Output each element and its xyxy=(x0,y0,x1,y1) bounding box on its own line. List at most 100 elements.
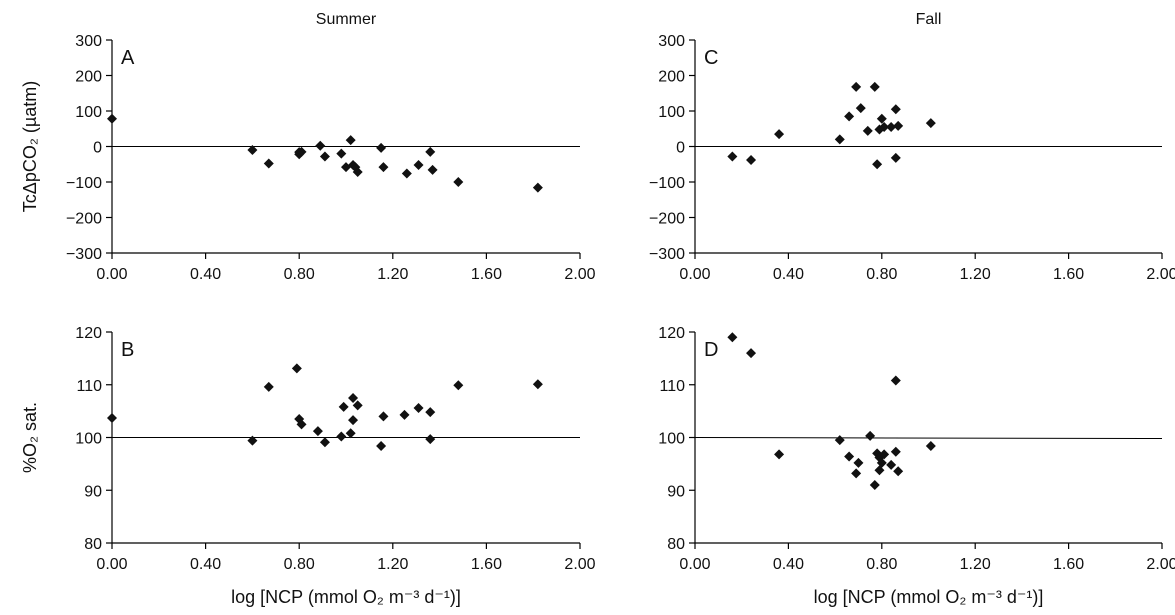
panel-a-data-point xyxy=(425,146,436,157)
panel-c-ytick-label: −100 xyxy=(649,175,685,192)
panel-a-data-point xyxy=(427,164,438,175)
panel-a-data-point xyxy=(352,167,363,178)
panel-b-data-point xyxy=(348,392,359,403)
panel-d-ytick-label: 90 xyxy=(667,483,685,500)
panel-d-data-point xyxy=(879,449,890,460)
panel-c-data-point xyxy=(879,121,890,132)
panel-b-ytick-label: 100 xyxy=(75,431,102,448)
panel-a-ytick-label: −200 xyxy=(66,211,102,228)
panel-c-ytick-label: −200 xyxy=(649,211,685,228)
panel-c-ytick-label: 300 xyxy=(658,33,685,50)
panel-a-xtick-label: 0.00 xyxy=(96,266,127,283)
panel-a-data-point xyxy=(378,162,389,173)
panel-a-data-point xyxy=(453,177,464,187)
panel-d-ytick-label: 120 xyxy=(658,325,685,342)
panel-c-data-point xyxy=(844,111,855,122)
panel-b-data-point xyxy=(338,401,349,412)
panel-d-reference-line xyxy=(694,437,1163,440)
panel-a-data-point xyxy=(296,146,307,157)
panel-a-xtick-label: 1.60 xyxy=(471,266,502,283)
panel-a-data-point xyxy=(336,148,347,159)
panel-c-ytick-label: −300 xyxy=(649,246,685,263)
panel-d-letter: D xyxy=(704,339,718,361)
panel-b-ytick-label: 120 xyxy=(75,325,102,342)
panel-a-data-point xyxy=(401,168,412,179)
panel-d-data-point xyxy=(844,451,855,462)
panel-d-xtick-label: 2.00 xyxy=(1146,556,1175,573)
panel-a-data-point xyxy=(247,145,258,156)
panel-d-ytick-label: 100 xyxy=(658,431,685,448)
panel-d-data-point xyxy=(925,440,936,451)
panel-b-ytick-label: 90 xyxy=(84,483,102,500)
panel-c-data-point xyxy=(890,104,901,115)
panel-a-xtick-label: 1.20 xyxy=(377,266,408,283)
panel-b-data-point xyxy=(107,412,117,423)
panel-b-data-point xyxy=(378,411,389,422)
panel-c-ytick-label: 0 xyxy=(676,140,685,157)
panel-c-data-point xyxy=(727,151,738,162)
panel-d-data-point xyxy=(834,435,845,446)
panel-c-data-point xyxy=(886,121,897,132)
panel-b-data-point xyxy=(291,363,302,374)
panel-b-data-point xyxy=(425,434,436,445)
panel-d-xtick-label: 0.40 xyxy=(773,556,804,573)
panel-b-xtick-label: 0.00 xyxy=(96,556,127,573)
panel-d-data-point xyxy=(851,468,862,479)
panel-b-data-point xyxy=(425,407,436,418)
panel-a-letter: A xyxy=(121,47,135,69)
panel-c-xtick-label: 2.00 xyxy=(1146,266,1175,283)
panel-c-data-point xyxy=(893,120,904,131)
panel-a-ylabel: TcΔpCO₂ (µatm) xyxy=(20,81,40,212)
panel-a-ytick-label: −100 xyxy=(66,175,102,192)
panel-d-data-point xyxy=(886,459,897,470)
panel-a-data-point xyxy=(315,140,326,151)
panel-b-data-point xyxy=(247,435,258,446)
panel-d-data-point xyxy=(893,466,904,477)
panel-b-xtick-label: 1.20 xyxy=(377,556,408,573)
panel-d-xtick-label: 1.60 xyxy=(1053,556,1084,573)
panel-d-data-point xyxy=(876,457,887,468)
panel-d-ytick-label: 80 xyxy=(667,536,685,553)
panel-d-data-point xyxy=(727,332,738,343)
panel-b-letter: B xyxy=(121,339,134,361)
panel-c-data-point xyxy=(874,124,885,135)
panel-a-ytick-label: −300 xyxy=(66,246,102,263)
panel-a-xtick-label: 2.00 xyxy=(564,266,595,283)
panel-d-data-point xyxy=(869,479,880,490)
panel-a-ytick-label: 200 xyxy=(75,69,102,86)
panel-d-data-point xyxy=(890,375,901,386)
panel-c-data-point xyxy=(872,159,883,170)
panel-b-data-point xyxy=(263,381,274,392)
panel-b-data-point xyxy=(296,419,307,430)
panel-b-data-point xyxy=(413,402,424,413)
panel-c-xtick-label: 0.00 xyxy=(679,266,710,283)
panel-c-xtick-label: 1.20 xyxy=(960,266,991,283)
panel-c-ytick-label: 100 xyxy=(658,104,685,121)
panel-b-data-point xyxy=(348,415,359,426)
panel-b-data-point xyxy=(399,409,410,420)
panel-b-data-point xyxy=(453,380,464,391)
panel-c-xtick-label: 0.80 xyxy=(866,266,897,283)
panel-c-data-point xyxy=(862,125,873,136)
panel-b-xtick-label: 0.80 xyxy=(284,556,315,573)
panel-c-xtick-label: 0.40 xyxy=(773,266,804,283)
panel-b-data-point xyxy=(345,428,356,439)
panel-c-data-point xyxy=(746,154,757,165)
panel-d-xtick-label: 1.20 xyxy=(960,556,991,573)
panel-c-data-point xyxy=(774,129,785,140)
panel-c-title: Fall xyxy=(916,11,942,28)
panel-a-data-point xyxy=(345,135,356,146)
panel-d-data-point xyxy=(853,457,864,468)
panel-b-xtick-label: 2.00 xyxy=(564,556,595,573)
panel-a-ytick-label: 100 xyxy=(75,104,102,121)
panel-b-data-point xyxy=(319,437,330,448)
panel-d-xtick-label: 0.00 xyxy=(679,556,710,573)
panel-d-data-point xyxy=(774,449,785,460)
panel-b-ylabel: %O₂ sat. xyxy=(20,402,40,473)
panel-a-data-point xyxy=(376,142,387,153)
panel-c-xtick-label: 1.60 xyxy=(1053,266,1084,283)
panel-b-data-point xyxy=(352,400,363,411)
panel-b-data-point xyxy=(532,379,543,390)
panel-c-data-point xyxy=(834,134,845,145)
